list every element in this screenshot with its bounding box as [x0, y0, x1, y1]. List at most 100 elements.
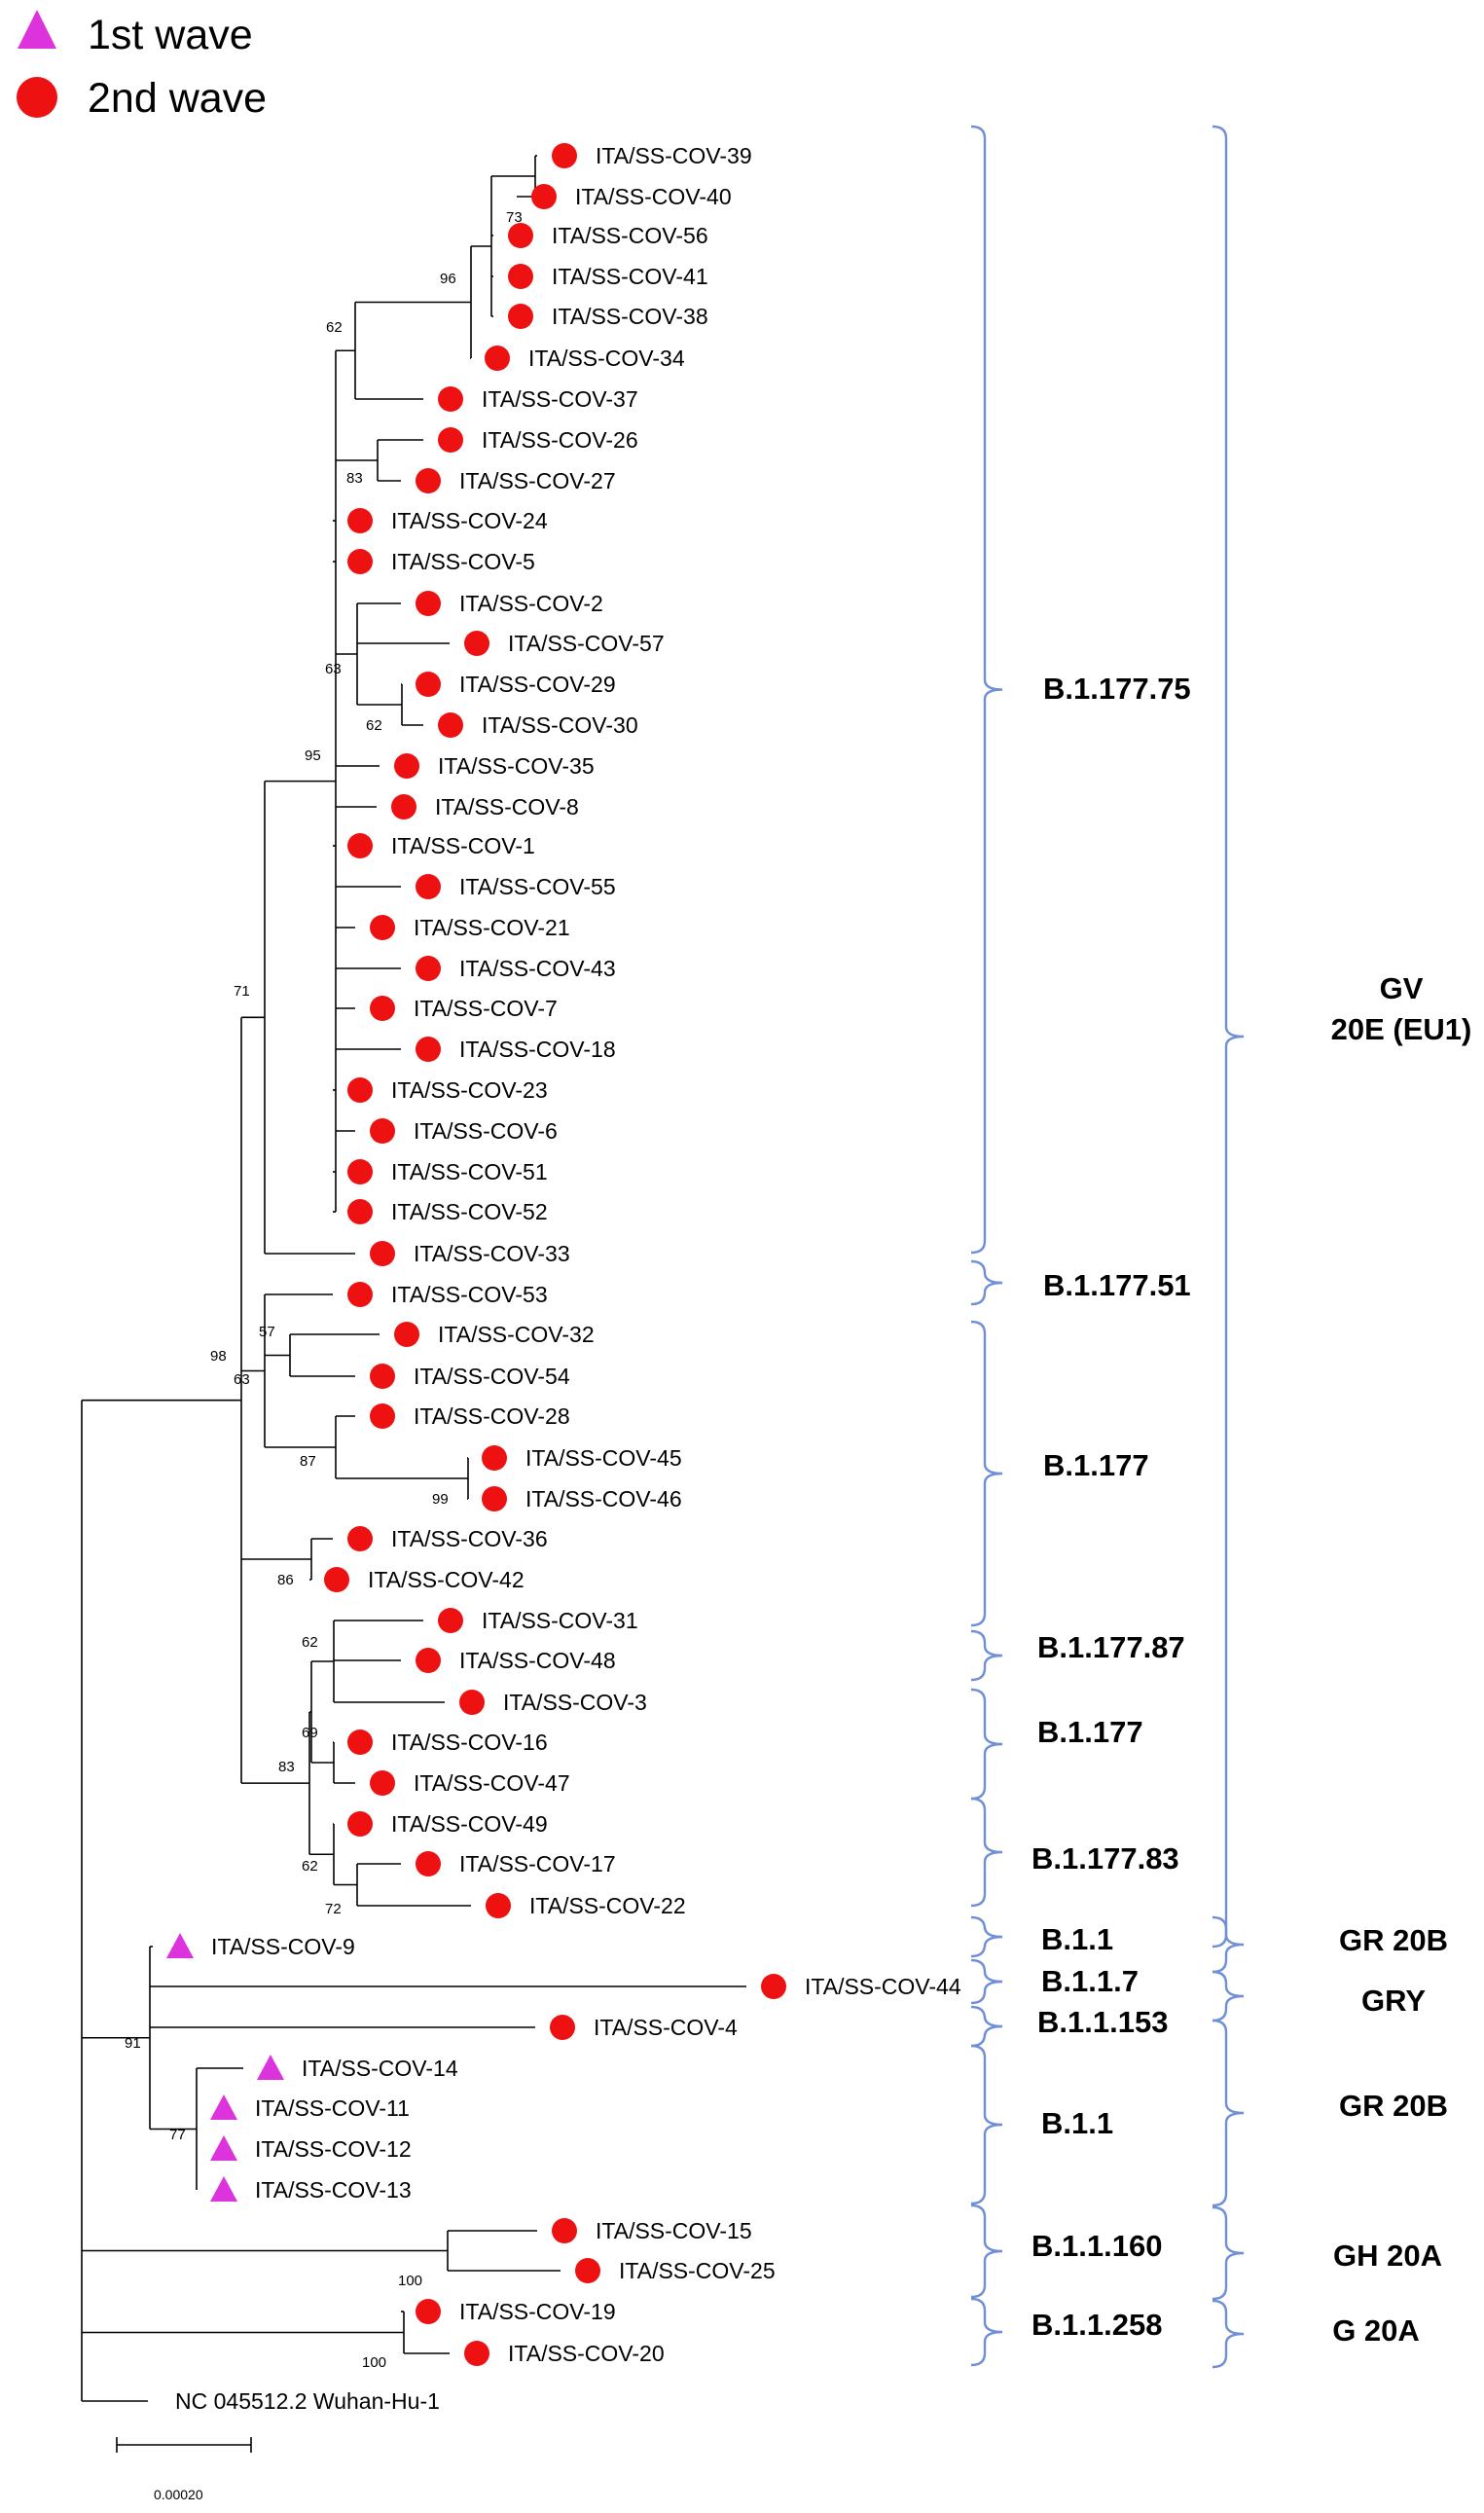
- wave2-circle-marker: [438, 386, 463, 412]
- leaf-label: ITA/SS-COV-28: [414, 1403, 570, 1429]
- bootstrap-label: 77: [169, 2127, 186, 2143]
- wave2-circle-marker: [370, 996, 395, 1021]
- lineage-brace: [970, 2203, 1003, 2299]
- lineage-brace: [970, 1688, 1003, 1801]
- wave1-triangle-marker: [166, 1933, 194, 1958]
- leaf-label: ITA/SS-COV-53: [391, 1282, 548, 1307]
- lineage-label: B.1.177.51: [1043, 1268, 1191, 1302]
- wave2-circle-marker: [347, 1811, 373, 1837]
- leaf-label: ITA/SS-COV-57: [508, 631, 665, 656]
- leaf-label: ITA/SS-COV-20: [508, 2341, 665, 2366]
- leaf-label: ITA/SS-COV-12: [255, 2136, 412, 2162]
- clade-brace: [1212, 2299, 1245, 2369]
- wave2-circle-marker: [575, 2258, 600, 2283]
- clade-label: G 20A: [1332, 2313, 1420, 2348]
- wave2-circle-marker: [324, 1567, 349, 1592]
- leaf-label: ITA/SS-COV-33: [414, 1241, 570, 1266]
- leaf-label: ITA/SS-COV-34: [528, 346, 685, 371]
- wave2-circle-marker: [482, 1445, 507, 1471]
- bootstrap-label: 57: [259, 1324, 275, 1340]
- bootstrap-label: 96: [440, 271, 456, 287]
- wave2-circle-marker: [438, 427, 463, 453]
- clade-label: GH 20A: [1333, 2239, 1442, 2273]
- bootstrap-label: 99: [432, 1491, 449, 1508]
- lineage-label: B.1.177.83: [1032, 1841, 1179, 1876]
- bootstrap-label: 86: [277, 1572, 294, 1588]
- bootstrap-label: 87: [300, 1453, 316, 1470]
- leaf-label: ITA/SS-COV-49: [391, 1811, 548, 1837]
- leaf-label: ITA/SS-COV-35: [438, 753, 595, 779]
- bootstrap-label: 62: [302, 1634, 318, 1651]
- bootstrap-label: 62: [326, 319, 343, 336]
- wave2-circle-marker: [416, 672, 441, 697]
- lineage-label: B.1.1: [1041, 2106, 1113, 2140]
- lineage-brace: [970, 2044, 1003, 2205]
- leaf-label: ITA/SS-COV-48: [459, 1648, 616, 1673]
- bootstrap-label: 91: [125, 2035, 141, 2052]
- leaf-label: ITA/SS-COV-37: [482, 386, 638, 412]
- lineage-brace: [970, 1958, 1003, 2005]
- leaf-label: ITA/SS-COV-44: [805, 1974, 961, 1999]
- wave2-circle-marker: [347, 1282, 373, 1307]
- wave2-circle-marker: [508, 264, 533, 289]
- bootstrap-label: 72: [325, 1901, 342, 1917]
- tree-branches: [81, 155, 746, 2402]
- lineage-labels: B.1.177.75 B.1.177.51 B.1.177 B.1.177.87 B.1…: [1032, 672, 1191, 2342]
- wave2-circle-marker: [486, 1893, 511, 1918]
- leaf-label: ITA/SS-COV-36: [391, 1526, 548, 1551]
- leaf-label: ITA/SS-COV-32: [438, 1322, 595, 1347]
- leaf-label: ITA/SS-COV-30: [482, 712, 638, 738]
- bootstrap-label: 69: [302, 1725, 318, 1741]
- leaf-label: ITA/SS-COV-43: [459, 956, 616, 981]
- wave2-circle-marker: [550, 2015, 575, 2040]
- wave2-circle-marker: [347, 1199, 373, 1224]
- bootstrap-label: 83: [278, 1759, 295, 1775]
- leaf-label: ITA/SS-COV-2: [459, 591, 603, 616]
- lineage-label: B.1.1.153: [1037, 2005, 1168, 2039]
- clade-brace: [1212, 2019, 1245, 2207]
- bootstrap-labels: 73 96 62 83 63 62 95 71 57 98 63 87 99 86 62 69 83 62 72 91…: [125, 209, 523, 2371]
- leaf-label: ITA/SS-COV-41: [552, 264, 708, 289]
- wave1-triangle-marker: [210, 2094, 237, 2120]
- leaf-markers: [166, 143, 786, 2366]
- bootstrap-label: 63: [325, 661, 342, 677]
- leaf-label: ITA/SS-COV-13: [255, 2177, 412, 2203]
- bootstrap-label: 83: [346, 470, 363, 487]
- lineage-label: B.1.177: [1037, 1715, 1143, 1749]
- wave1-triangle-marker: [210, 2176, 237, 2202]
- wave2-circle-marker: [416, 2299, 441, 2324]
- clade-sublabel: 20E (EU1): [1331, 1012, 1472, 1046]
- leaf-label: ITA/SS-COV-42: [368, 1567, 525, 1592]
- wave2-circle-marker: [531, 184, 557, 209]
- leaf-label: ITA/SS-COV-55: [459, 874, 616, 899]
- bootstrap-label: 100: [362, 2354, 386, 2371]
- clade-brace: [1212, 1970, 1245, 2022]
- leaf-label: ITA/SS-COV-3: [503, 1690, 647, 1715]
- leaf-label: ITA/SS-COV-1: [391, 833, 535, 858]
- leaf-label: ITA/SS-COV-22: [529, 1893, 686, 1918]
- leaf-label: ITA/SS-COV-14: [302, 2056, 458, 2081]
- leaf-label: ITA/SS-COV-51: [391, 1159, 548, 1184]
- wave2-circle-marker: [552, 2218, 577, 2243]
- scale-bar: 0.00020: [116, 2437, 252, 2502]
- wave2-circle-marker: [391, 794, 416, 819]
- wave2-circle-marker: [508, 304, 533, 329]
- lineage-brace: [970, 1259, 1003, 1306]
- wave2-circle-marker: [416, 1037, 441, 1062]
- legend-label-wave2: 2nd wave: [88, 75, 267, 122]
- leaf-label: ITA/SS-COV-18: [459, 1037, 616, 1062]
- wave2-circle-marker: [370, 1118, 395, 1144]
- wave1-triangle-marker: [210, 2135, 237, 2161]
- wave2-circle-marker: [370, 1241, 395, 1266]
- wave2-circle-marker: [508, 223, 533, 248]
- lineage-label: B.1.177: [1043, 1448, 1149, 1482]
- clade-label: GR 20B: [1339, 1923, 1448, 1957]
- wave2-circle-marker: [347, 1077, 373, 1103]
- wave2-circle-marker: [394, 1322, 419, 1347]
- wave2-circle-marker: [347, 1526, 373, 1551]
- leaf-label: ITA/SS-COV-38: [552, 304, 708, 329]
- lineage-brace: [970, 1320, 1003, 1627]
- lineage-brace: [970, 1797, 1003, 1908]
- leaf-label: ITA/SS-COV-46: [525, 1486, 682, 1511]
